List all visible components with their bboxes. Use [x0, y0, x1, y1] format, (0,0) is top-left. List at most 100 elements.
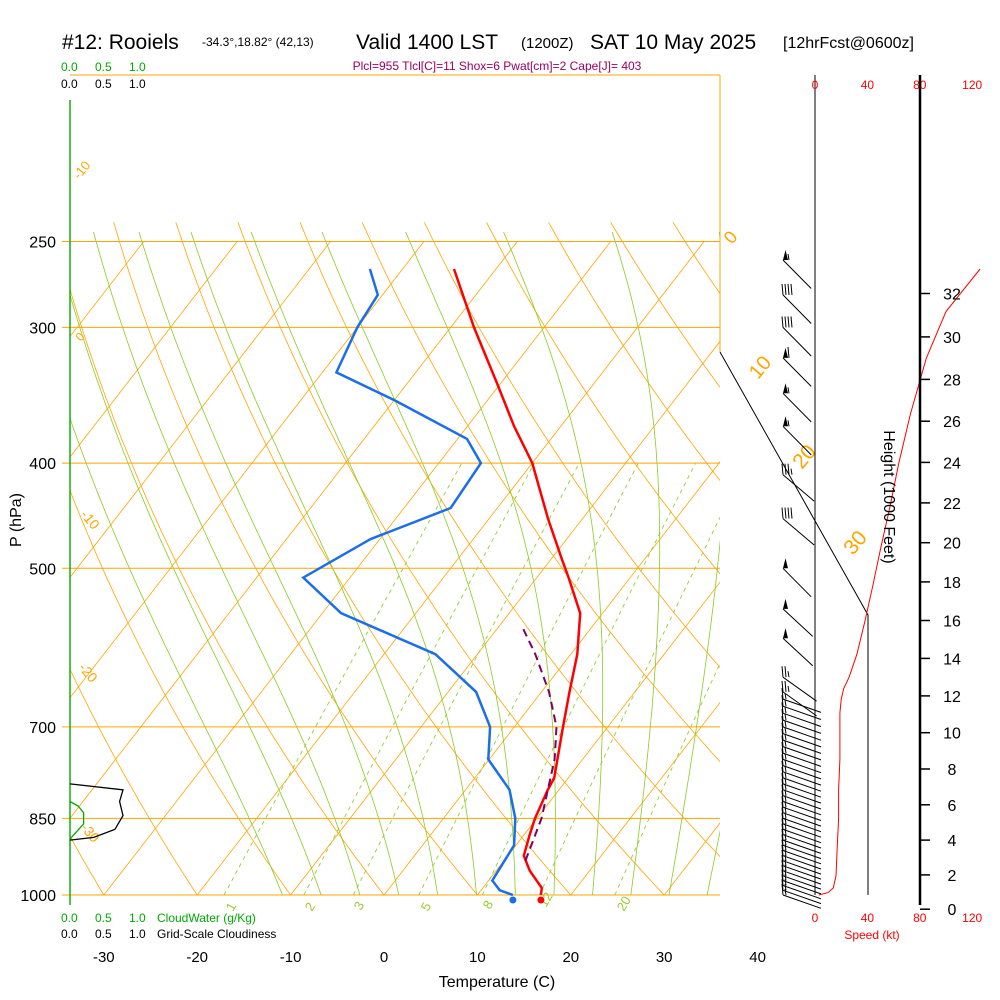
wind-barb-staff — [782, 777, 822, 792]
surface-dewpoint-dot — [509, 896, 517, 904]
wind-barb-feather — [790, 507, 793, 519]
dry-adiabat-line — [610, 222, 720, 388]
moist-adiabat-line — [138, 231, 400, 895]
wind-barb-staff — [782, 889, 822, 905]
speed-tick-label-top: 0 — [812, 78, 819, 92]
cloudiness-tick-label: 1.0 — [129, 927, 146, 941]
dry-adiabat-line — [70, 835, 105, 895]
forecast-info: [12hrFcst@0600z] — [783, 35, 914, 52]
isotherm-label: -10 — [70, 158, 94, 182]
cloudwater-tick-label: 1.0 — [129, 911, 146, 925]
wind-barb-staff — [782, 823, 822, 838]
wind-barb — [781, 709, 822, 734]
wind-barb-half-feather — [784, 874, 787, 881]
dry-adiabat-line — [548, 222, 720, 482]
wind-barb-staff — [782, 518, 815, 546]
pressure-tick-label: 400 — [29, 456, 56, 473]
wind-barb-staff — [782, 259, 812, 289]
wind-barb-feather — [784, 507, 787, 519]
dry-adiabat-line — [486, 222, 720, 575]
wind-barb-half-feather — [787, 253, 790, 261]
height-tick-label: 16 — [943, 614, 961, 631]
wind-barb-staff — [782, 719, 822, 734]
height-tick-label: 0 — [948, 902, 957, 919]
wind-barb-staff — [782, 676, 817, 702]
surface-temperature-dot — [537, 896, 545, 904]
height-tick-label: 22 — [943, 496, 961, 513]
wind-barb-feather — [781, 778, 784, 790]
stability-indices: Plcl=955 Tlcl[C]=11 Shox=6 Pwat[cm]=2 Ca… — [353, 59, 642, 73]
wind-barb-half-feather — [784, 753, 787, 760]
mixing-ratio-label: 5 — [418, 900, 435, 914]
isotherm-line — [70, 241, 238, 458]
isotherm-label: 0 — [720, 227, 742, 248]
wind-barb-half-feather — [784, 864, 787, 871]
height-tick-label: 8 — [948, 762, 957, 779]
height-tick-label: 18 — [943, 575, 961, 592]
dewpoint-line — [301, 268, 517, 897]
temperature-tick-label: 40 — [749, 949, 766, 966]
wind-barb — [781, 702, 822, 727]
height-tick-label: 32 — [943, 287, 961, 304]
wind-barb-staff — [782, 765, 822, 780]
wind-barb-staff — [782, 691, 817, 717]
wind-barb-flag — [783, 250, 788, 260]
wind-barb — [781, 695, 822, 720]
wind-barb — [781, 463, 815, 502]
isotherm-label: 10 — [745, 352, 776, 383]
height-axis-title: Height (1000 Feet) — [880, 430, 897, 563]
dry-adiabat-line — [70, 668, 198, 895]
dry-adiabat-line — [175, 222, 572, 895]
wind-barb-staff — [782, 294, 812, 324]
cloudiness-tick-label: 1.0 — [129, 77, 146, 91]
dry-adiabat-line — [299, 222, 720, 858]
height-tick-label: 28 — [943, 372, 961, 389]
temperature-tick-label: 30 — [656, 949, 673, 966]
wind-barb-feather — [790, 283, 793, 295]
wind-barb-feather — [781, 680, 784, 692]
wind-barb-half-feather — [784, 859, 787, 866]
wind-barb-flag — [783, 416, 788, 427]
wind-barb — [781, 715, 822, 741]
wind-barb-feather — [787, 507, 790, 519]
cloudiness-axis-title: Grid-Scale Cloudiness — [157, 927, 276, 941]
wind-barb-feather — [784, 680, 787, 692]
dry-adiabat-line — [424, 222, 720, 669]
dry-adiabat-line — [70, 288, 385, 895]
wind-barb-staff — [782, 746, 822, 761]
wind-barb-staff — [782, 758, 822, 774]
isotherm-line — [477, 581, 720, 895]
cloudwater-tick-label: 0.5 — [95, 911, 112, 925]
speed-tick-label-top: 40 — [861, 78, 875, 92]
wind-barb — [782, 598, 814, 637]
wind-barb-staff — [782, 712, 822, 727]
wind-barb-feather — [781, 766, 784, 778]
temperature-tick-label: -20 — [186, 949, 208, 966]
wind-barb-feather — [781, 801, 784, 813]
wind-barb-feather — [781, 695, 784, 707]
wind-barb — [781, 316, 812, 357]
wind-barb-half-feather — [784, 734, 787, 741]
wind-barb-feather — [781, 316, 784, 328]
temperature-line — [452, 268, 582, 896]
height-tick-label: 26 — [943, 414, 961, 431]
height-tick-label: 30 — [943, 330, 961, 347]
wind-barb-feather — [781, 790, 784, 802]
wind-barb — [781, 735, 822, 761]
wind-barb-staff — [782, 850, 822, 865]
utc-time: (1200Z) — [521, 35, 574, 52]
wind-barb-half-feather — [784, 747, 787, 754]
wind-barb — [781, 507, 815, 546]
wind-barb-flag — [783, 383, 788, 394]
wind-barb-half-feather — [784, 888, 787, 896]
isotherm-line — [758, 242, 1000, 896]
wind-barb-flag — [783, 558, 788, 569]
isotherm-label: 0 — [73, 330, 88, 344]
wind-barb-staff — [782, 789, 822, 804]
moist-adiabat-line — [93, 231, 361, 895]
dry-adiabat-line — [797, 222, 1000, 918]
speed-tick-label-bottom: 120 — [962, 911, 982, 925]
mixing-ratio-line — [223, 462, 463, 895]
wind-barb-half-feather — [787, 671, 790, 678]
wind-barb-flag — [783, 598, 788, 609]
